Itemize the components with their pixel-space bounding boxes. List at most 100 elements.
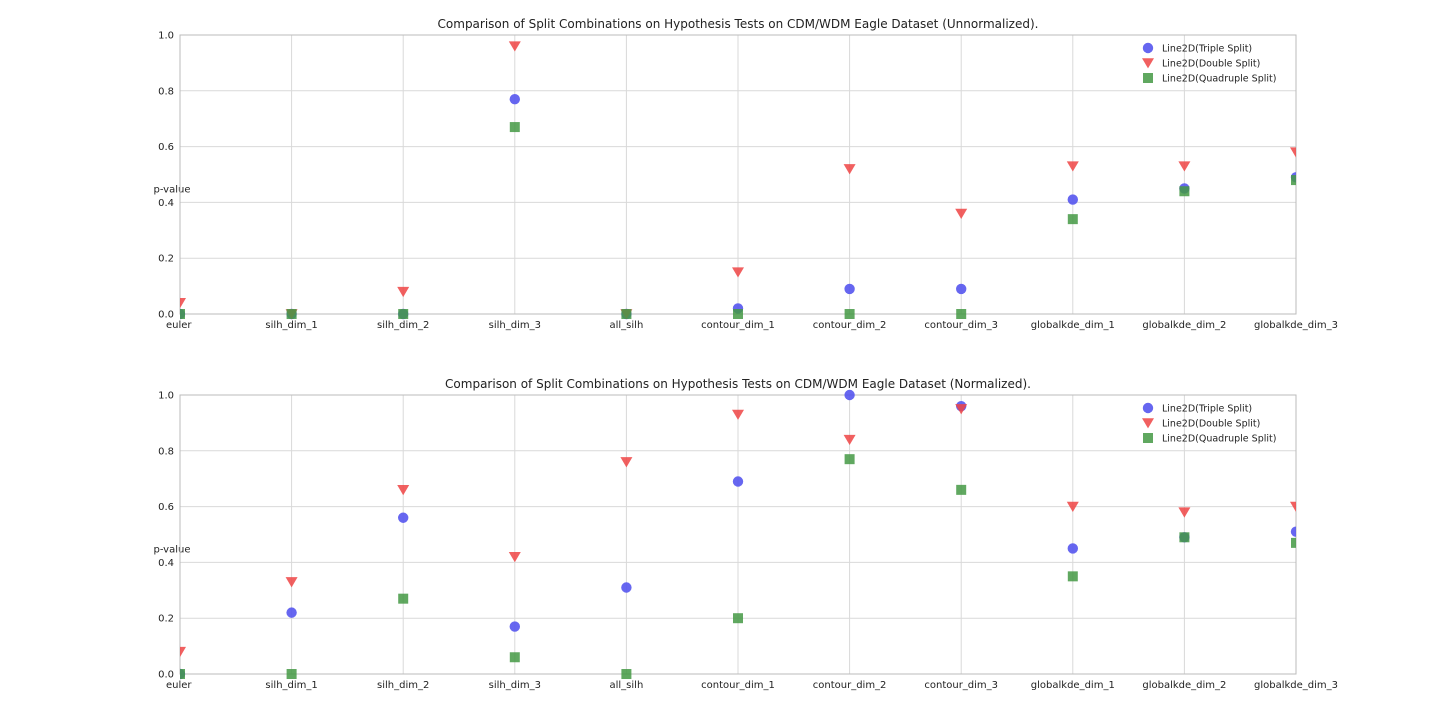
y-tick-label: 0.6 — [158, 142, 174, 153]
data-point — [843, 164, 856, 175]
data-point — [844, 309, 855, 319]
data-point — [180, 669, 185, 679]
y-tick-label: 0.8 — [158, 86, 174, 97]
data-point — [956, 309, 967, 319]
data-point — [286, 669, 297, 679]
y-tick-label: 0.6 — [158, 502, 174, 513]
data-point — [732, 267, 744, 278]
legend: Line2D(Triple Split) Line2D(Double Split)… — [1142, 42, 1276, 85]
legend: Line2D(Triple Split) Line2D(Double Split)… — [1142, 402, 1276, 445]
data-point — [509, 122, 520, 133]
legend-marker — [1142, 418, 1154, 429]
data-point — [733, 309, 743, 319]
data-point — [1291, 537, 1296, 548]
data-point — [397, 485, 410, 496]
grid — [179, 394, 1297, 675]
x-tick-label: contour_dim_3 — [924, 680, 998, 691]
x-tick-label: contour_dim_1 — [701, 680, 775, 691]
data-point — [508, 552, 521, 563]
x-tick-label: silh_dim_2 — [377, 680, 429, 691]
y-tick-label: 0.0 — [158, 670, 174, 681]
x-tick-label: silh_dim_3 — [489, 680, 541, 691]
data-point — [180, 646, 186, 658]
x-tick-label: globalkde_dim_1 — [1031, 320, 1115, 331]
x-tick-label: globalkde_dim_2 — [1142, 320, 1226, 331]
y-tick-label: 0.4 — [158, 198, 174, 209]
data-point — [398, 512, 409, 523]
data-point — [620, 457, 633, 468]
legend-label: Line2D(Double Split) — [1162, 419, 1260, 430]
legend-label: Line2D(Triple Split) — [1162, 404, 1252, 415]
x-tick-label: contour_dim_2 — [813, 680, 887, 691]
data-point — [1290, 501, 1296, 512]
data-point — [286, 309, 297, 319]
x-tick-label: euler — [166, 320, 192, 331]
data-points — [180, 389, 1296, 680]
series-2 — [180, 454, 1296, 679]
data-point — [286, 607, 297, 618]
data-point — [397, 286, 410, 298]
y-tick-label: 0.8 — [158, 446, 174, 457]
legend-label: Line2D(Triple Split) — [1162, 44, 1252, 55]
legend-label: Line2D(Double Split) — [1162, 59, 1260, 70]
x-tick-label: silh_dim_1 — [265, 320, 317, 331]
data-point — [843, 434, 856, 446]
legend-marker — [1142, 58, 1154, 69]
data-point — [180, 298, 186, 309]
data-point — [621, 582, 632, 593]
x-tick-label: globalkde_dim_3 — [1254, 320, 1338, 331]
data-point — [1066, 161, 1079, 172]
y-tick-label: 1.0 — [158, 31, 174, 42]
x-tick-label: silh_dim_2 — [377, 320, 429, 331]
data-point — [956, 283, 967, 295]
data-point — [398, 309, 409, 319]
data-point — [621, 309, 632, 319]
x-tick-label: contour_dim_2 — [813, 320, 887, 331]
y-tick-label: 0.4 — [158, 558, 174, 569]
y-axis-label: p-value — [153, 185, 190, 196]
data-point — [955, 404, 968, 415]
chart-title: Comparison of Split Combinations on Hypo… — [445, 377, 1031, 391]
data-point — [1067, 194, 1079, 205]
data-point — [621, 669, 632, 679]
y-tick-label: 1.0 — [158, 391, 174, 402]
x-tick-label: euler — [166, 680, 192, 691]
data-point — [1291, 175, 1296, 186]
data-point — [1067, 543, 1079, 554]
data-point — [509, 621, 520, 632]
x-tick-label: globalkde_dim_2 — [1142, 680, 1226, 691]
data-point — [844, 454, 855, 465]
data-point — [180, 309, 185, 319]
data-point — [1067, 214, 1078, 225]
data-point — [1179, 532, 1190, 543]
x-tick-label: contour_dim_1 — [701, 320, 775, 331]
data-point — [955, 208, 968, 219]
chart-normalized: Comparison of Split Combinations on Hypo… — [153, 377, 1338, 691]
legend-label: Line2D(Quadruple Split) — [1162, 434, 1276, 445]
legend-marker — [1143, 73, 1153, 83]
data-point — [733, 613, 743, 624]
x-tick-label: silh_dim_1 — [265, 680, 317, 691]
x-tick-label: globalkde_dim_3 — [1254, 680, 1338, 691]
series-2 — [180, 122, 1296, 319]
chart-unnormalized: Comparison of Split Combinations on Hypo… — [153, 17, 1338, 331]
data-point — [1290, 147, 1296, 158]
chart-title: Comparison of Split Combinations on Hypo… — [438, 17, 1039, 31]
data-point — [844, 283, 855, 295]
y-tick-label: 0.0 — [158, 310, 174, 321]
x-tick-label: contour_dim_3 — [924, 320, 998, 331]
legend-marker — [1143, 433, 1153, 443]
data-point — [1067, 571, 1078, 582]
x-tick-label: all_silh — [610, 320, 644, 331]
x-tick-label: all_silh — [610, 680, 644, 691]
data-point — [1066, 501, 1079, 512]
data-point — [508, 41, 521, 52]
y-tick-label: 0.2 — [158, 254, 174, 265]
data-point — [1178, 161, 1191, 172]
legend-label: Line2D(Quadruple Split) — [1162, 74, 1276, 85]
data-point — [509, 93, 520, 105]
data-point — [1179, 186, 1190, 197]
x-tick-label: globalkde_dim_1 — [1031, 680, 1115, 691]
data-point — [732, 409, 744, 420]
